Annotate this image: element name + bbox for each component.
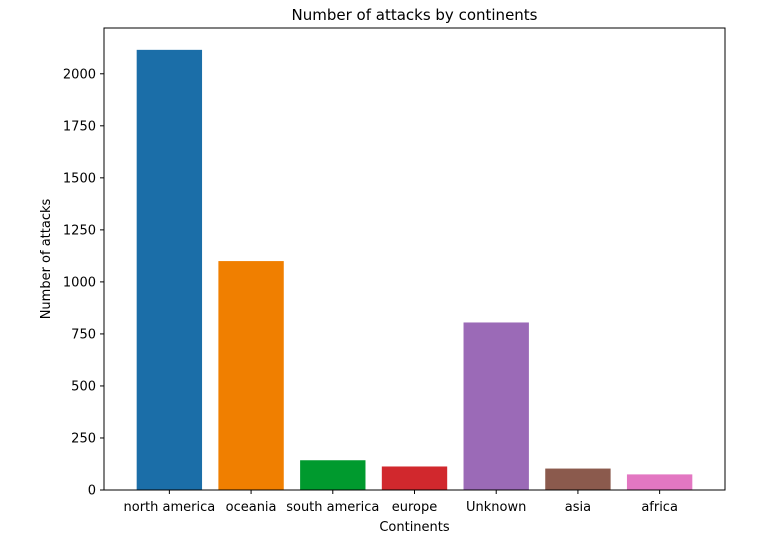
y-tick-label: 750 bbox=[71, 327, 96, 342]
x-tick-label: north america bbox=[124, 500, 216, 515]
x-tick-label: africa bbox=[641, 500, 678, 515]
bar-south-america bbox=[300, 460, 366, 490]
bar-unknown bbox=[463, 322, 529, 490]
bar-africa bbox=[626, 474, 693, 490]
x-tick-label: europe bbox=[392, 500, 438, 515]
x-tick-label: asia bbox=[565, 500, 591, 515]
y-tick-label: 2000 bbox=[63, 67, 96, 82]
y-tick-label: 1000 bbox=[63, 275, 96, 290]
x-tick-label: oceania bbox=[226, 500, 277, 515]
y-axis-ticks: 0 250 500 750 1000 1250 1500 1750 2000 bbox=[63, 67, 104, 499]
bar-north-america bbox=[136, 49, 203, 490]
x-axis-label: Continents bbox=[379, 520, 450, 535]
x-tick-label: Unknown bbox=[466, 500, 526, 515]
bar-oceania bbox=[218, 261, 284, 490]
y-tick-label: 1250 bbox=[63, 223, 96, 238]
y-tick-label: 0 bbox=[88, 484, 96, 499]
x-axis-ticks: north america oceania south america europe U… bbox=[124, 490, 678, 515]
chart-title: Number of attacks by continents bbox=[292, 6, 538, 24]
bar-asia bbox=[545, 468, 611, 490]
bar-europe bbox=[381, 466, 448, 490]
y-axis-label: Number of attacks bbox=[39, 198, 54, 319]
y-tick-label: 1500 bbox=[63, 171, 96, 186]
plot-frame bbox=[103, 27, 726, 491]
y-tick-label: 250 bbox=[71, 431, 96, 446]
y-tick-label: 500 bbox=[71, 379, 96, 394]
x-tick-label: south america bbox=[286, 500, 379, 515]
y-tick-label: 1750 bbox=[63, 119, 96, 134]
bars-group bbox=[136, 49, 693, 490]
